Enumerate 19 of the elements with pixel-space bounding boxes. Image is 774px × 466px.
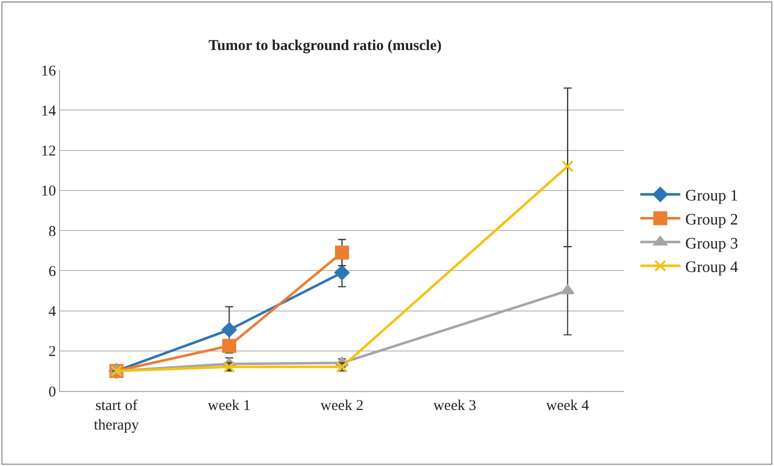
legend-label: Group 3: [685, 235, 738, 252]
y-tick-label: 10: [41, 184, 56, 200]
legend-label: Group 1: [685, 188, 738, 205]
y-tick-label: 14: [41, 103, 56, 120]
chart-title: Tumor to background ratio (muscle): [208, 38, 442, 54]
x-tick-label: week 2: [320, 398, 364, 414]
legend-label: Group 4: [685, 259, 738, 276]
x-tick-label: start of therapy: [94, 398, 140, 434]
y-tick-label: 4: [48, 304, 56, 320]
x-tick-label: week 3: [433, 398, 476, 414]
y-tick-label: 0: [48, 384, 56, 400]
x-tick-label: week 4: [546, 398, 590, 414]
legend-label: Group 2: [685, 211, 738, 228]
y-tick-label: 16: [41, 63, 56, 80]
y-tick-label: 6: [48, 264, 56, 280]
x-tick-label: week 1: [208, 398, 251, 414]
y-tick-label: 8: [48, 224, 56, 240]
y-tick-label: 2: [48, 344, 56, 360]
y-tick-label: 12: [41, 144, 56, 160]
